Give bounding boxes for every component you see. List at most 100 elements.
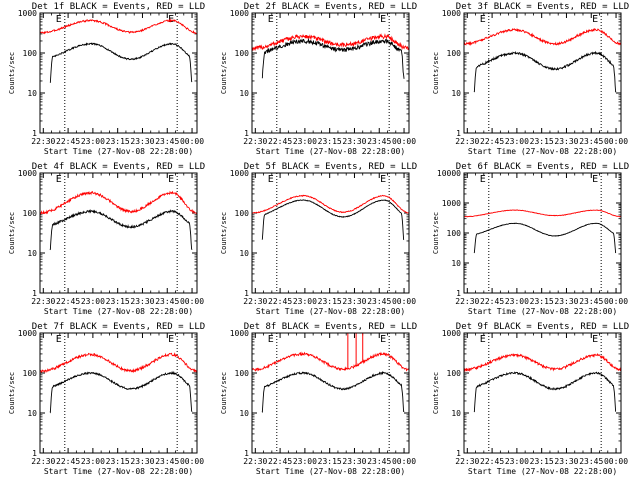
panel-title: Det 7f BLACK = Events, RED = LLD	[32, 322, 205, 332]
x-tick-label: 22:30	[243, 457, 267, 466]
x-tick-label: 23:00	[505, 297, 529, 306]
event-marker-label: E	[56, 334, 62, 345]
x-tick-label: 22:30	[31, 137, 55, 146]
lld-rate-trace	[252, 351, 409, 372]
events-rate-trace	[261, 37, 405, 79]
x-axis-label: Start Time (27-Nov-08 22:28:00)	[44, 307, 193, 316]
x-tick-label: 22:30	[455, 297, 479, 306]
x-tick-label: 23:30	[554, 297, 578, 306]
events-rate-trace	[49, 42, 193, 83]
detector-panel-8: Det 8f BLACK = Events, RED = LLD 1 10 100 10…	[220, 322, 417, 476]
x-tick-label: 23:30	[554, 457, 578, 466]
x-axis-label: Start Time (27-Nov-08 22:28:00)	[468, 307, 617, 316]
y-tick-label: 10	[451, 89, 461, 98]
y-axis-label: Counts/sec	[432, 212, 440, 254]
x-tick-label: 22:45	[56, 137, 80, 146]
x-tick-label: 22:45	[480, 297, 504, 306]
x-tick-label: 23:00	[81, 137, 105, 146]
plot-frame	[39, 172, 198, 294]
y-tick-label: 10	[451, 259, 461, 268]
y-tick-label: 1000	[230, 169, 249, 178]
y-tick-label: 1000	[230, 329, 249, 338]
y-tick-label: 1000	[442, 199, 461, 208]
detector-panel-2: Det 2f BLACK = Events, RED = LLD 1 10 100 10…	[220, 2, 417, 156]
y-tick-label: 1000	[18, 9, 37, 18]
event-marker-label: E	[268, 14, 274, 25]
event-marker-label: E	[592, 14, 598, 25]
x-tick-label: 23:30	[130, 457, 154, 466]
x-tick-label: 22:45	[56, 297, 80, 306]
x-tick-label: 22:30	[455, 457, 479, 466]
x-tick-label: 22:30	[243, 137, 267, 146]
detector-panel-5: Det 5f BLACK = Events, RED = LLD 1 10 100 10…	[220, 162, 417, 316]
x-tick-label: 00:00	[392, 137, 416, 146]
x-tick-label: 23:00	[293, 297, 317, 306]
x-tick-label: 23:45	[579, 457, 603, 466]
panel-title: Det 5f BLACK = Events, RED = LLD	[244, 162, 417, 172]
events-rate-trace	[49, 209, 193, 251]
y-axis-label: Counts/sec	[220, 212, 228, 254]
detector-panel-6: Det 6f BLACK = Events, RED = LLD 1 10 100 10…	[432, 162, 629, 316]
y-tick-label: 100	[23, 209, 38, 218]
x-axis-label: Start Time (27-Nov-08 22:28:00)	[468, 147, 617, 156]
x-tick-label: 23:30	[554, 137, 578, 146]
y-tick-label: 100	[447, 49, 462, 58]
x-tick-label: 00:00	[604, 137, 628, 146]
event-marker-label: E	[380, 174, 386, 185]
plot-frame	[463, 172, 622, 294]
x-tick-label: 22:45	[268, 297, 292, 306]
event-marker-label: E	[268, 334, 274, 345]
trace-group	[40, 190, 197, 251]
events-rate-trace	[261, 370, 405, 413]
x-tick-label: 22:45	[268, 137, 292, 146]
panel-title: Det 4f BLACK = Events, RED = LLD	[32, 162, 205, 172]
x-tick-label: 00:00	[180, 297, 204, 306]
y-axis-label: Counts/sec	[220, 52, 228, 94]
plot-frame	[251, 12, 410, 134]
y-tick-label: 1000	[18, 169, 37, 178]
x-tick-label: 23:45	[155, 137, 179, 146]
y-tick-label: 100	[447, 369, 462, 378]
y-axis-label: Counts/sec	[8, 372, 16, 414]
x-tick-label: 00:00	[604, 297, 628, 306]
x-tick-label: 22:45	[480, 457, 504, 466]
event-marker-label: E	[268, 174, 274, 185]
x-tick-label: 23:45	[367, 137, 391, 146]
y-tick-label: 1000	[442, 9, 461, 18]
y-tick-label: 100	[235, 49, 250, 58]
event-marker-label: E	[56, 14, 62, 25]
x-tick-label: 22:30	[243, 297, 267, 306]
x-tick-label: 23:30	[342, 457, 366, 466]
trace-group	[464, 352, 621, 413]
x-tick-label: 23:15	[318, 297, 342, 306]
y-tick-label: 1	[244, 449, 249, 458]
y-tick-label: 1	[244, 289, 249, 298]
y-axis-label: Counts/sec	[432, 52, 440, 94]
x-tick-label: 23:00	[505, 137, 529, 146]
plot-frame	[463, 332, 622, 454]
x-tick-label: 00:00	[604, 457, 628, 466]
x-tick-label: 00:00	[180, 457, 204, 466]
lld-rate-trace	[464, 352, 621, 373]
x-tick-label: 23:00	[81, 457, 105, 466]
x-tick-label: 00:00	[180, 137, 204, 146]
event-marker-label: E	[480, 334, 486, 345]
plot-frame	[463, 12, 622, 134]
event-marker-label: E	[168, 174, 174, 185]
event-marker-label: E	[592, 334, 598, 345]
events-rate-trace	[473, 371, 617, 413]
y-axis-label: Counts/sec	[220, 372, 228, 414]
x-tick-label: 23:45	[367, 457, 391, 466]
x-axis-label: Start Time (27-Nov-08 22:28:00)	[256, 307, 405, 316]
trace-group	[40, 18, 197, 83]
event-marker-label: E	[168, 334, 174, 345]
y-tick-label: 100	[23, 369, 38, 378]
y-tick-label: 100	[235, 369, 250, 378]
x-tick-label: 23:45	[367, 297, 391, 306]
x-tick-label: 23:15	[106, 457, 130, 466]
events-rate-trace	[49, 370, 193, 414]
x-tick-label: 23:15	[318, 457, 342, 466]
y-axis-label: Counts/sec	[432, 372, 440, 414]
y-axis-label: Counts/sec	[8, 212, 16, 254]
